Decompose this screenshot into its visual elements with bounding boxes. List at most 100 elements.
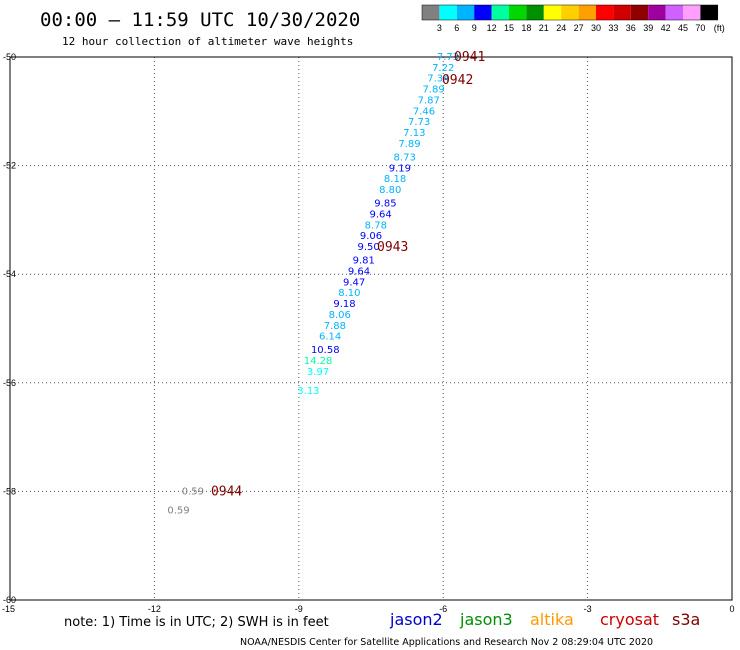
y-axis: -50 -52 -54 -56 -58 -60 (3, 52, 16, 605)
color-swatch (665, 5, 683, 20)
pass-time-label: 0943 (377, 240, 408, 255)
data-point-label: 8.18 (384, 174, 406, 185)
color-swatch (630, 5, 649, 20)
color-swatch (648, 5, 666, 20)
color-scale-label: 42 (661, 23, 671, 33)
pass-time-label: 0942 (442, 73, 473, 88)
data-point-label: 9.19 (389, 163, 411, 174)
color-scale-label: 3 (437, 23, 442, 33)
color-scale-label: 27 (574, 23, 584, 33)
chart-title: 00:00 – 11:59 UTC 10/30/2020 (40, 9, 360, 31)
color-swatch (543, 5, 562, 20)
data-point-label: 14.28 (304, 356, 333, 367)
data-point-label: 9.47 (343, 277, 365, 288)
pass-time-label: 0944 (211, 484, 242, 499)
legend-jason3: jason3 (459, 610, 513, 629)
pass-labels: 0941 0942 0943 0944 (211, 50, 485, 499)
color-scale-label: 39 (643, 23, 653, 33)
color-swatch (509, 5, 527, 20)
footer-note: note: 1) Time is in UTC; 2) SWH is in fe… (64, 615, 329, 630)
x-tick-label: -3 (584, 604, 592, 614)
color-swatch (491, 5, 509, 20)
color-scale-label: 12 (487, 23, 497, 33)
data-point-label: 7.87 (418, 95, 440, 106)
color-scale-label: 9 (472, 23, 477, 33)
x-tick-label: -6 (439, 604, 447, 614)
color-scale-unit: (ft) (714, 23, 725, 33)
data-point-label: 0.59 (182, 486, 204, 497)
y-tick-label: -54 (3, 269, 16, 279)
chart-subtitle: 12 hour collection of altimeter wave hei… (62, 35, 353, 48)
data-point-label: 8.73 (394, 152, 416, 163)
color-swatch (613, 5, 631, 20)
color-scale-label: 24 (556, 23, 566, 33)
data-point-label: 7.34 (427, 74, 449, 85)
color-swatch (474, 5, 492, 20)
x-tick-label: -15 (2, 604, 15, 614)
legend-altika: altika (530, 610, 574, 629)
data-point-label: 9.18 (333, 299, 355, 310)
data-point-label: 9.64 (348, 266, 370, 277)
color-scale-label: 70 (695, 23, 705, 33)
color-swatch (700, 5, 718, 20)
color-scale-label: 30 (591, 23, 601, 33)
data-point-label: 3.97 (307, 367, 329, 378)
color-scale-label: 15 (504, 23, 514, 33)
color-scale-label: 45 (678, 23, 688, 33)
data-point-label: 8.78 (365, 220, 387, 231)
color-swatch (561, 5, 579, 20)
legend-jason2: jason2 (389, 610, 443, 629)
color-swatch (456, 5, 475, 20)
color-scale-label: 36 (626, 23, 636, 33)
data-point-label: 8.06 (329, 310, 351, 321)
data-point-label: 8.10 (338, 288, 360, 299)
data-point-label: 9.81 (353, 256, 375, 267)
legend: jason2 jason3 altika cryosat s3a (389, 610, 700, 629)
x-tick-label: 0 (729, 604, 734, 614)
data-point-label: 9.85 (374, 199, 396, 210)
data-point-label: 7.13 (403, 128, 425, 139)
data-point-label: 7.89 (422, 85, 444, 96)
data-point-label: 7.89 (398, 139, 420, 150)
color-swatch (683, 5, 701, 20)
data-point-label: 0.59 (167, 505, 189, 516)
y-tick-label: -50 (3, 52, 16, 62)
pass-time-label: 0941 (454, 50, 485, 65)
data-point-label: 9.50 (357, 242, 379, 253)
color-scale: 3 6 9 12 15 18 21 24 27 30 33 36 39 42 45 70 (ft) (421, 4, 725, 33)
y-tick-label: -58 (3, 486, 16, 496)
data-point-label: 9.64 (369, 209, 391, 220)
color-swatch (422, 5, 440, 20)
x-tick-label: -12 (148, 604, 161, 614)
color-scale-label: 18 (521, 23, 531, 33)
legend-s3a: s3a (672, 610, 700, 629)
data-point-label: 8.80 (379, 185, 401, 196)
data-point-label: 7.46 (413, 106, 435, 117)
footer-credit: NOAA/NESDIS Center for Satellite Applica… (240, 637, 653, 648)
y-tick-label: -56 (3, 378, 16, 388)
data-point-label: 7.73 (408, 117, 430, 128)
y-tick-label: -52 (3, 161, 16, 171)
color-scale-label: 21 (539, 23, 549, 33)
color-swatch (596, 5, 614, 20)
color-swatch (578, 5, 596, 20)
grid (10, 57, 732, 600)
data-point-label: 7.22 (432, 63, 454, 74)
data-point-label: 6.14 (319, 332, 341, 343)
x-tick-label: -9 (295, 604, 303, 614)
color-scale-label: 33 (608, 23, 618, 33)
color-swatch (439, 5, 457, 20)
y-tick-label: -60 (3, 595, 16, 605)
data-point-label: 7.88 (324, 321, 346, 332)
x-axis: -15 -12 -9 -6 -3 0 (2, 604, 735, 614)
data-point-label: 9.06 (360, 231, 382, 242)
data-points: 7.737.227.347.897.877.467.737.137.898.73… (167, 52, 459, 516)
color-swatch (526, 5, 544, 20)
color-scale-border (421, 4, 719, 21)
color-scale-label: 6 (454, 23, 459, 33)
data-point-label: 7.73 (437, 52, 459, 63)
data-point-label: 3.13 (297, 386, 319, 397)
plot-frame (9, 56, 733, 601)
data-point-label: 10.58 (311, 345, 340, 356)
